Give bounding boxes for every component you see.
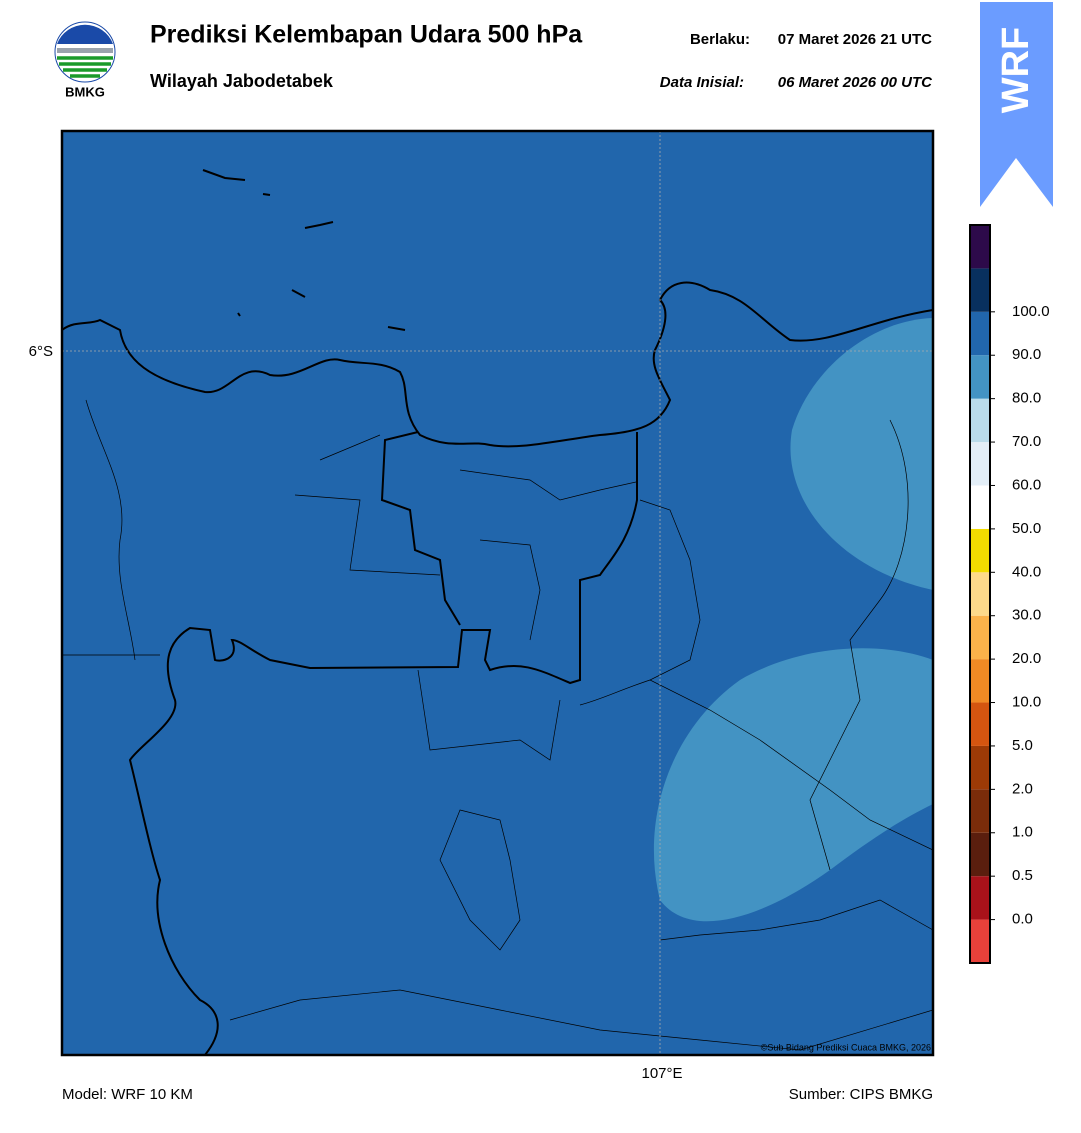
colorbar-band xyxy=(970,789,990,833)
colorbar-tick-label: 60.0 xyxy=(1012,476,1041,493)
colorbar-tick-label: 40.0 xyxy=(1012,563,1041,580)
colorbar-tick-label: 100.0 xyxy=(1012,303,1050,320)
colorbar-band xyxy=(970,528,990,573)
lon-label: 107°E xyxy=(641,1065,682,1082)
colorbar-band xyxy=(970,311,990,356)
colorbar-band xyxy=(970,225,990,269)
map-credit: ©Sub Bidang Prediksi Cuaca BMKG, 2026 xyxy=(761,1042,931,1052)
colorbar-tick-label: 0.0 xyxy=(1012,911,1033,928)
colorbar-tick-label: 80.0 xyxy=(1012,390,1041,407)
init-label: Data Inisial: xyxy=(660,74,744,91)
colorbar-band xyxy=(970,572,990,616)
colorbar-tick-label: 90.0 xyxy=(1012,346,1041,363)
colorbar-tick-label: 10.0 xyxy=(1012,693,1041,710)
colorbar-band xyxy=(970,832,990,877)
colorbar-tick-label: 1.0 xyxy=(1012,824,1033,841)
map: ©Sub Bidang Prediksi Cuaca BMKG, 2026 6°… xyxy=(29,129,935,1082)
colorbar: 0.0 0.5 1.0 2.0 5.0 10.0 20.0 30.0 40.0 50.0 60.0 7… xyxy=(969,224,1050,964)
valid-label: Berlaku: xyxy=(690,31,750,48)
wrf-badge: WRF xyxy=(980,2,1053,207)
lat-label: 6°S xyxy=(29,343,53,360)
colorbar-tick-label: 5.0 xyxy=(1012,737,1033,754)
valid-time: 07 Maret 2026 21 UTC xyxy=(778,31,932,48)
logo-text: BMKG xyxy=(65,84,105,99)
colorbar-band xyxy=(970,442,990,486)
colorbar-band xyxy=(970,268,990,312)
title: Prediksi Kelembapan Udara 500 hPa xyxy=(150,21,583,49)
footer-model: Model: WRF 10 KM xyxy=(62,1086,193,1103)
footer-source: Sumber: CIPS BMKG xyxy=(789,1086,933,1103)
colorbar-frame xyxy=(969,224,991,964)
colorbar-band xyxy=(970,615,990,660)
colorbar-tick-label: 70.0 xyxy=(1012,433,1041,450)
colorbar-band xyxy=(970,745,990,790)
logo: BMKG xyxy=(54,21,116,99)
colorbar-band xyxy=(970,702,990,746)
colorbar-tick-label: 50.0 xyxy=(1012,520,1041,537)
colorbar-tick-label: 0.5 xyxy=(1012,867,1033,884)
badge-text: WRF xyxy=(995,27,1037,114)
colorbar-band xyxy=(970,398,990,443)
colorbar-tick-label: 20.0 xyxy=(1012,650,1041,667)
colorbar-band xyxy=(970,876,990,920)
colorbar-tick-label: 30.0 xyxy=(1012,607,1041,624)
colorbar-band xyxy=(970,659,990,703)
colorbar-band xyxy=(970,919,990,963)
init-time: 06 Maret 2026 00 UTC xyxy=(778,74,933,91)
colorbar-tick-label: 2.0 xyxy=(1012,780,1033,797)
colorbar-band xyxy=(970,485,990,529)
colorbar-band xyxy=(970,355,990,399)
subtitle: Wilayah Jabodetabek xyxy=(150,71,334,91)
